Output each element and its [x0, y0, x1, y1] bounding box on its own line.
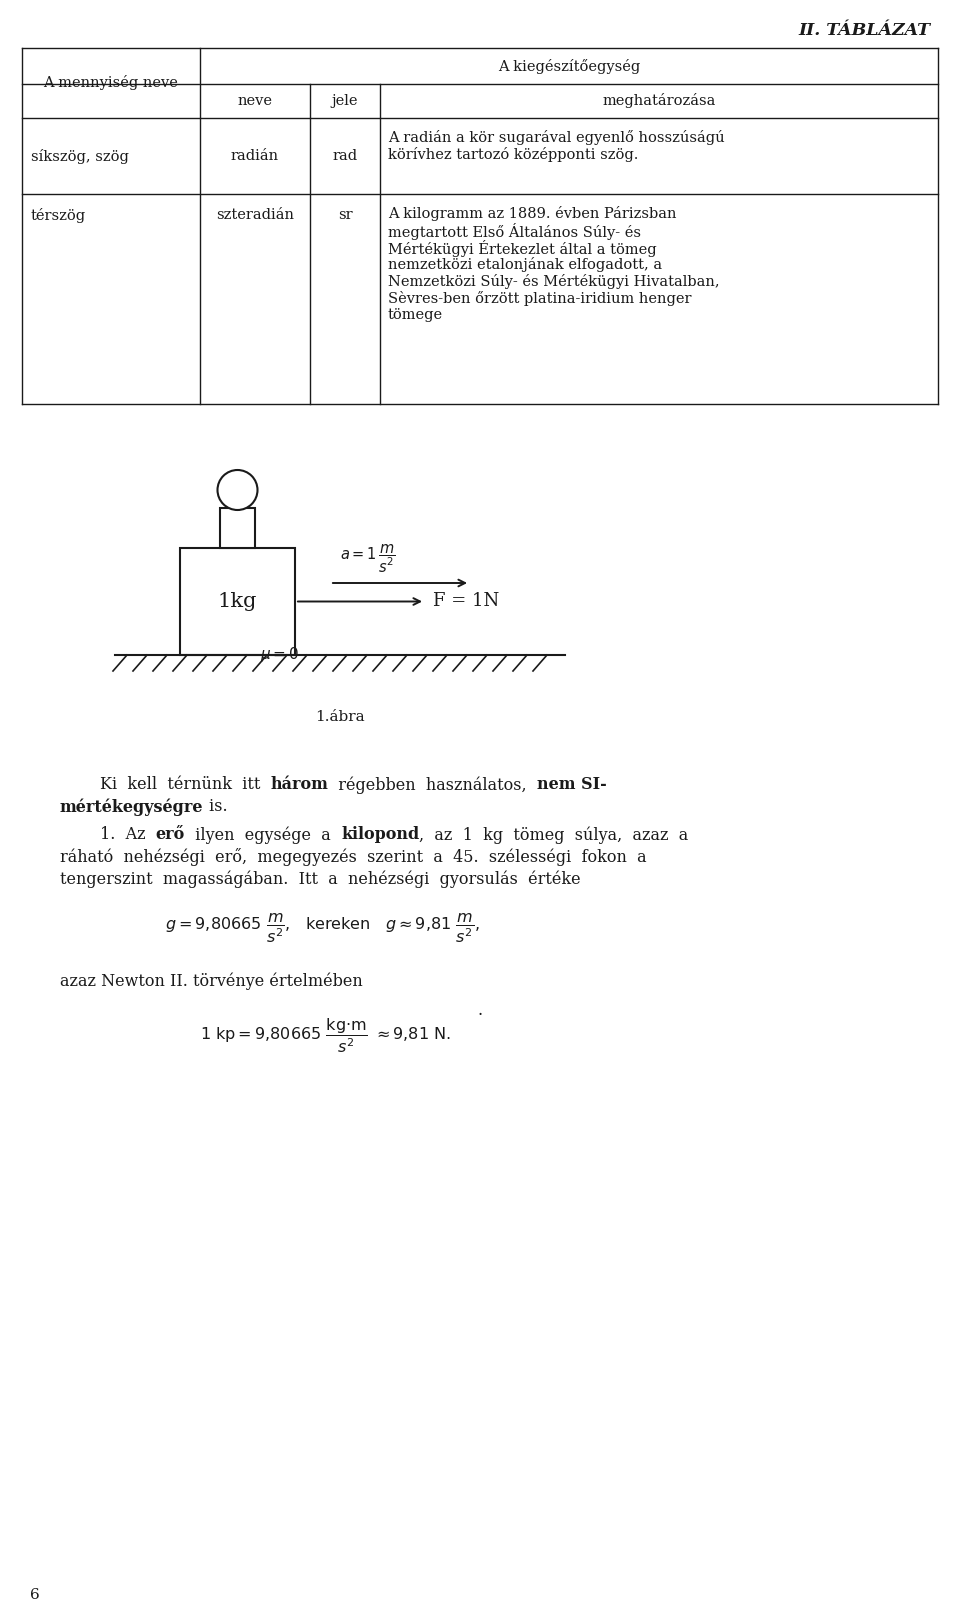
Text: $1\ \mathrm{kp} = 9{,}80665\ \dfrac{\mathrm{kg{\cdot}m}}{s^2}\ \approx 9{,}81\ \: $1\ \mathrm{kp} = 9{,}80665\ \dfrac{\mat… — [200, 1015, 451, 1054]
Polygon shape — [180, 549, 295, 655]
Text: 1.ábra: 1.ábra — [315, 710, 365, 725]
Text: Mértékügyi Értekezlet által a tömeg: Mértékügyi Értekezlet által a tömeg — [388, 240, 657, 257]
Text: radián: radián — [231, 148, 279, 163]
Circle shape — [218, 470, 257, 510]
Text: szteradián: szteradián — [216, 208, 294, 223]
Text: A radián a kör sugarával egyenlő hosszúságú: A radián a kör sugarával egyenlő hosszús… — [388, 131, 725, 145]
Text: jele: jele — [332, 94, 358, 108]
Text: Ki  kell  térnünk  itt: Ki kell térnünk itt — [100, 776, 271, 792]
Text: kilopond: kilopond — [341, 826, 420, 843]
Text: II. TÁBLÁZAT: II. TÁBLÁZAT — [798, 23, 930, 39]
Text: tömege: tömege — [388, 308, 444, 323]
Text: erő: erő — [156, 826, 185, 843]
Text: A kilogramm az 1889. évben Párizsban: A kilogramm az 1889. évben Párizsban — [388, 207, 677, 221]
Text: nem SI-: nem SI- — [538, 776, 607, 792]
Polygon shape — [220, 508, 255, 549]
Text: mértékegységre: mértékegységre — [60, 797, 204, 815]
Text: tengerszint  magasságában.  Itt  a  nehézségi  gyorsulás  értéke: tengerszint magasságában. Itt a nehézség… — [60, 870, 581, 888]
Text: sr: sr — [338, 208, 352, 223]
Text: A kiegészítőegység: A kiegészítőegység — [498, 58, 640, 74]
Text: ilyen  egysége  a: ilyen egysége a — [185, 826, 341, 844]
Text: $a = 1\,\dfrac{m}{s^2}$: $a = 1\,\dfrac{m}{s^2}$ — [340, 542, 396, 575]
Text: 1kg: 1kg — [218, 592, 257, 612]
Text: $g = 9{,}80665\ \dfrac{m}{s^2}$,   kereken   $g \approx 9{,}81\ \dfrac{m}{s^2}$,: $g = 9{,}80665\ \dfrac{m}{s^2}$, kereken… — [165, 912, 480, 944]
Text: rad: rad — [332, 148, 357, 163]
Text: régebben  használatos,: régebben használatos, — [328, 776, 538, 794]
Text: megtartott Első Általános Súly- és: megtartott Első Általános Súly- és — [388, 223, 641, 240]
Text: 1.  Az: 1. Az — [100, 826, 156, 843]
Text: Sèvres-ben őrzött platina-iridium henger: Sèvres-ben őrzött platina-iridium henger — [388, 291, 691, 307]
Text: meghatározása: meghatározása — [602, 94, 716, 108]
Text: síkszög, szög: síkszög, szög — [31, 148, 129, 163]
Text: .: . — [477, 1002, 483, 1018]
Text: is.: is. — [204, 797, 228, 815]
Text: A mennyiség neve: A mennyiség neve — [43, 76, 179, 90]
Text: térszög: térszög — [31, 208, 86, 223]
Text: nemzetközi etalonjának elfogadott, a: nemzetközi etalonjának elfogadott, a — [388, 257, 662, 273]
Text: azaz Newton II. törvénye értelmében: azaz Newton II. törvénye értelmében — [60, 972, 363, 989]
Text: $\mu = 0$: $\mu = 0$ — [260, 646, 300, 663]
Text: három: három — [271, 776, 328, 792]
Text: ráható  nehézségi  erő,  megegyezés  szerint  a  45.  szélességi  fokon  a: ráható nehézségi erő, megegyezés szerint… — [60, 847, 647, 867]
Text: F = 1N: F = 1N — [433, 592, 499, 610]
Text: 6: 6 — [30, 1588, 39, 1603]
Text: Nemzetközi Súly- és Mértékügyi Hivatalban,: Nemzetközi Súly- és Mértékügyi Hivatalba… — [388, 274, 720, 289]
Text: ,  az  1  kg  tömeg  súlya,  azaz  a: , az 1 kg tömeg súlya, azaz a — [420, 826, 688, 844]
Text: neve: neve — [237, 94, 273, 108]
Text: körívhez tartozó középponti szög.: körívhez tartozó középponti szög. — [388, 147, 638, 161]
